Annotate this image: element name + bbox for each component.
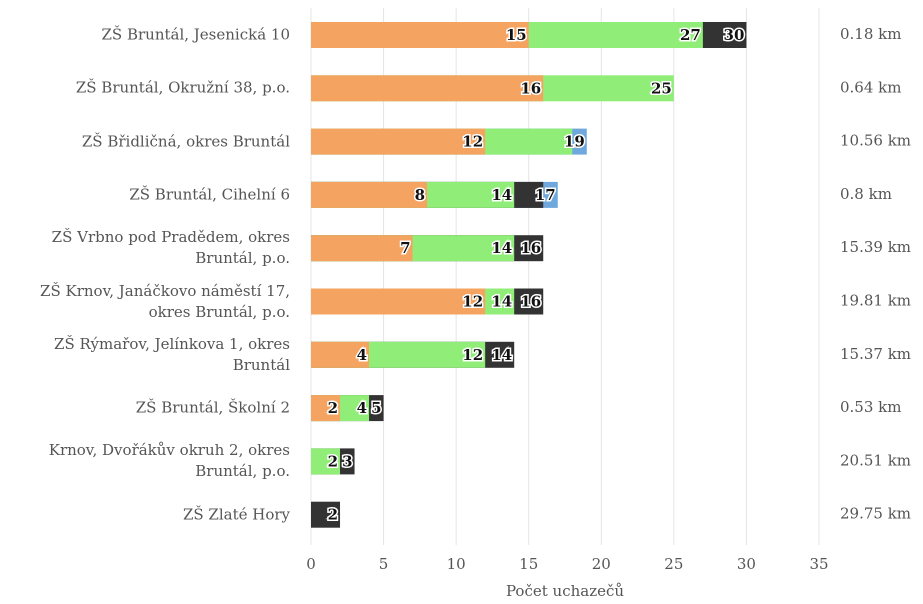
value-label: 30 bbox=[724, 26, 745, 44]
value-label: 12 bbox=[462, 133, 483, 151]
bar bbox=[311, 75, 544, 102]
value-label: 2 bbox=[328, 399, 338, 417]
value-label: 4 bbox=[357, 399, 367, 417]
category-label: ZŠ Bruntál, Školní 2 bbox=[135, 398, 290, 417]
bar bbox=[311, 235, 413, 262]
value-label: 16 bbox=[520, 239, 541, 257]
distance-label: 0.53 km bbox=[840, 398, 901, 416]
x-tick-label: 0 bbox=[306, 555, 316, 573]
value-label: 27 bbox=[680, 26, 701, 44]
x-tick-label: 20 bbox=[592, 555, 611, 573]
category-label: Krnov, Dvořákův okruh 2, okres Bruntál, … bbox=[48, 441, 290, 481]
value-label: 3 bbox=[342, 452, 352, 470]
distance-label: 0.8 km bbox=[840, 185, 892, 203]
bar bbox=[311, 341, 370, 368]
value-label: 2 bbox=[328, 506, 338, 524]
category-label: ZŠ Zlaté Hory bbox=[182, 505, 290, 524]
value-label: 14 bbox=[491, 346, 512, 364]
value-label: 19 bbox=[564, 133, 585, 151]
distance-label: 15.39 km bbox=[840, 238, 911, 256]
bar bbox=[311, 22, 529, 48]
distance-label: 19.81 km bbox=[840, 292, 911, 310]
value-label: 14 bbox=[491, 186, 512, 204]
category-label: ZŠ Břidličná, okres Bruntál bbox=[81, 132, 290, 151]
distance-label: 29.75 km bbox=[840, 505, 911, 523]
bar bbox=[311, 501, 341, 528]
x-tick-label: 35 bbox=[809, 555, 828, 573]
category-label: ZŠ Vrbno pod Pradědem, okres Bruntál, p.… bbox=[51, 228, 290, 268]
x-tick-label: 10 bbox=[447, 555, 466, 573]
value-label: 17 bbox=[535, 186, 556, 204]
bar bbox=[311, 288, 486, 315]
category-label: ZŠ Rýmařov, Jelínkova 1, okres Bruntál bbox=[54, 334, 290, 374]
distance-label: 0.18 km bbox=[840, 25, 901, 43]
category-label: ZŠ Bruntál, Okružní 38, p.o. bbox=[75, 78, 290, 97]
value-label: 7 bbox=[400, 239, 410, 257]
value-label: 2 bbox=[328, 452, 338, 470]
distance-label: 20.51 km bbox=[840, 451, 911, 469]
bar bbox=[311, 395, 341, 422]
value-label: 14 bbox=[491, 239, 512, 257]
value-label: 15 bbox=[506, 26, 527, 44]
value-label: 25 bbox=[651, 79, 672, 97]
distance-label: 10.56 km bbox=[840, 132, 911, 150]
value-label: 16 bbox=[520, 293, 541, 311]
category-label: ZŠ Bruntál, Jesenická 10 bbox=[101, 25, 291, 44]
bar bbox=[311, 128, 486, 155]
category-label: ZŠ Krnov, Janáčkovo náměstí 17, okres Br… bbox=[40, 281, 290, 321]
value-label: 12 bbox=[462, 346, 483, 364]
x-tick-label: 25 bbox=[664, 555, 683, 573]
category-label: ZŠ Bruntál, Cihelní 6 bbox=[129, 185, 290, 204]
value-label: 4 bbox=[357, 346, 367, 364]
value-label: 12 bbox=[462, 293, 483, 311]
distance-label: 0.64 km bbox=[840, 78, 901, 96]
x-axis-title: Počet uchazečů bbox=[506, 582, 624, 600]
value-label: 8 bbox=[415, 186, 425, 204]
value-label: 5 bbox=[371, 399, 381, 417]
bar bbox=[311, 181, 428, 208]
distance-label: 15.37 km bbox=[840, 345, 911, 363]
x-tick-label: 30 bbox=[737, 555, 756, 573]
x-tick-label: 15 bbox=[519, 555, 538, 573]
x-tick-label: 5 bbox=[379, 555, 389, 573]
bar bbox=[311, 448, 341, 475]
value-label: 14 bbox=[491, 293, 512, 311]
value-label: 16 bbox=[520, 79, 541, 97]
